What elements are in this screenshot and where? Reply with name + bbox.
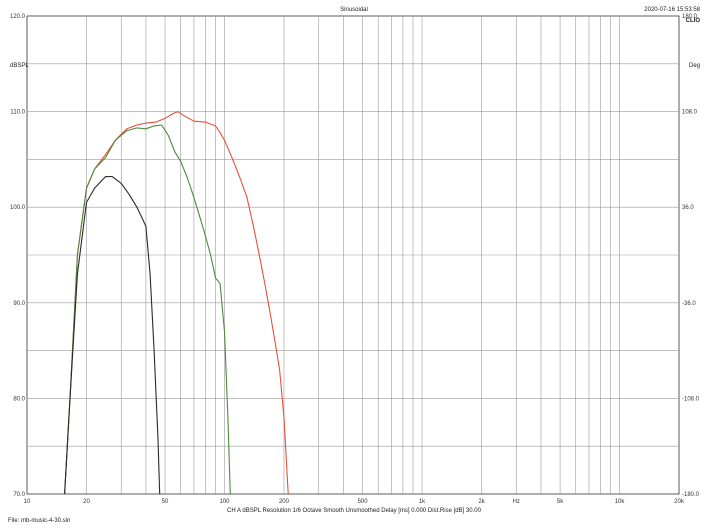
x-tick-label: 500 bbox=[358, 499, 369, 505]
y2-tick-label: 108.0 bbox=[682, 110, 698, 116]
x-tick-label: 50 bbox=[162, 499, 169, 505]
y2-tick-label: -36.0 bbox=[682, 301, 696, 307]
timestamp: 2020-07-16 15:53:58 bbox=[644, 7, 700, 13]
x-tick-label: 100 bbox=[220, 499, 231, 505]
y-axis-label: dBSPL bbox=[10, 63, 29, 69]
x-axis-label: Hz bbox=[513, 499, 520, 505]
y-tick-label: 70.0 bbox=[13, 492, 25, 498]
y2-tick-label: -108.0 bbox=[682, 396, 700, 402]
x-tick-label: 10k bbox=[615, 499, 626, 505]
x-tick-label: 200 bbox=[279, 499, 290, 505]
series-layer bbox=[64, 111, 289, 495]
chart-title: Sinusoidal bbox=[340, 7, 368, 13]
brand-logo: CLIO bbox=[685, 18, 700, 24]
x-tick-label: 20k bbox=[674, 499, 685, 505]
x-tick-label: 10 bbox=[24, 499, 31, 505]
y-tick-label: 80.0 bbox=[13, 396, 25, 402]
x-tick-label: 2k bbox=[478, 499, 485, 505]
measurement-settings: CH A dBSPL Resolution 1/6 Octave Smooth … bbox=[227, 508, 481, 514]
x-tick-label: 5k bbox=[557, 499, 564, 505]
tick-labels: 10 20 50 100 200 500 1k 2k 5k 10k 20k Hz 70.0 80.0 90.… bbox=[10, 14, 700, 505]
y-tick-label: 120.0 bbox=[10, 14, 26, 20]
y-tick-label: 90.0 bbox=[13, 301, 25, 307]
y-tick-label: 110.0 bbox=[10, 110, 25, 116]
y2-tick-label: 36.0 bbox=[682, 205, 694, 211]
grid-lines bbox=[27, 16, 679, 494]
series-line-1 bbox=[64, 111, 289, 495]
series-line-3 bbox=[64, 176, 161, 495]
file-name: File: mb-music-4-30.sin bbox=[8, 518, 71, 524]
x-tick-label: 20 bbox=[83, 499, 90, 505]
y2-tick-label: 180.0 bbox=[682, 14, 698, 20]
x-tick-label: 1k bbox=[419, 499, 426, 505]
series-line-2 bbox=[64, 124, 231, 495]
y-tick-label: 100.0 bbox=[10, 205, 26, 211]
y2-tick-label: -180.0 bbox=[682, 492, 700, 498]
y2-axis-label: Deg bbox=[688, 63, 700, 69]
